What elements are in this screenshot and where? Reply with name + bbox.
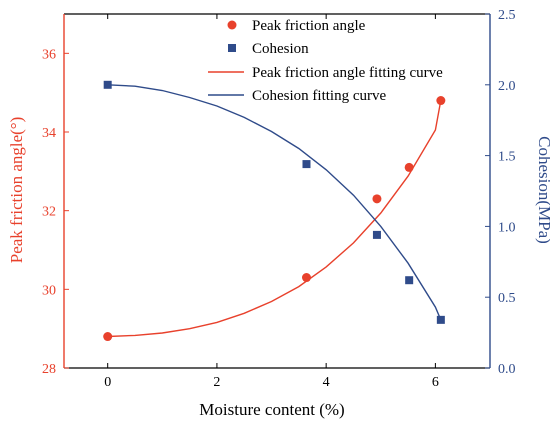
friction-angle-fitting-curve [107,100,442,338]
x-tick-label: 6 [432,375,439,390]
left-y-axis-title: Peak friction angle(°) [7,117,26,264]
friction-angle-point [301,273,311,283]
axis-ticks: 0 2 4 6 28 30 32 34 36 0.0 0.5 1.0 1.5 2.0 2.5 [42,8,516,390]
plot-frame [63,13,491,369]
right-y-tick-label: 2.0 [498,79,516,94]
friction-angle-point [404,162,414,172]
cohesion-point [372,230,381,239]
legend-square-swatch [228,44,236,52]
left-y-tick-label: 32 [42,205,56,220]
friction-angle-point [372,194,382,204]
right-y-tick-label: 0.5 [498,291,516,306]
left-y-tick-label: 30 [42,283,56,298]
cohesion-fitting-curve [107,84,442,321]
x-axis-title: Moisture content (%) [199,400,344,419]
x-tick-label: 4 [323,375,330,390]
right-y-tick-label: 1.0 [498,220,516,235]
right-y-tick-label: 2.5 [498,8,516,23]
fitting-curves [107,84,442,338]
right-y-axis-title: Cohesion(MPa) [535,136,550,244]
right-y-tick-label: 1.5 [498,150,516,165]
left-y-tick-label: 34 [42,126,56,141]
legend: Peak friction angle Cohesion Peak friction… [208,18,443,104]
data-markers [103,80,446,342]
legend-entry-label: Cohesion [252,41,309,57]
legend-entry-label: Peak friction angle fitting curve [252,65,443,81]
cohesion-point [302,160,311,169]
x-tick-label: 2 [213,375,220,390]
cohesion-point [436,315,445,324]
left-y-tick-label: 36 [42,47,56,62]
cohesion-point [103,80,112,89]
left-y-tick-label: 28 [42,362,56,377]
right-y-tick-label: 0.0 [498,362,516,377]
cohesion-point [405,276,414,285]
x-tick-label: 0 [104,375,111,390]
friction-angle-point [103,332,113,342]
legend-circle-swatch [227,20,237,30]
legend-entry-label: Peak friction angle [252,18,366,34]
friction-angle-point [436,96,446,106]
legend-entry-label: Cohesion fitting curve [252,88,386,104]
